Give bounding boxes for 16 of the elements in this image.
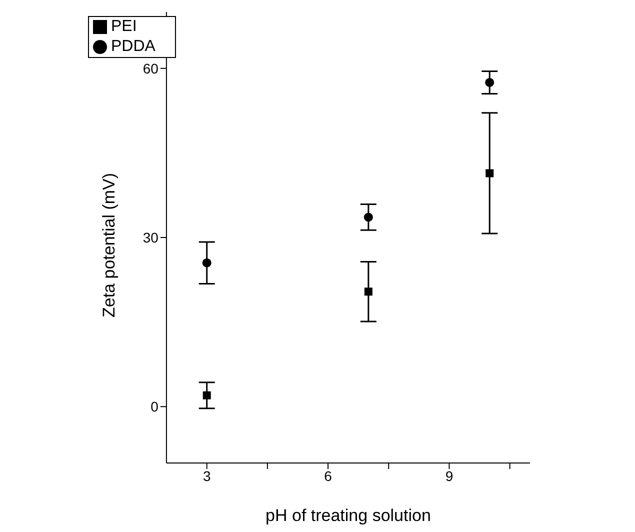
x-tick-label: 3 xyxy=(202,468,211,484)
legend-label: PEI xyxy=(111,18,137,35)
y-tick-label: 60 xyxy=(142,60,159,76)
point xyxy=(364,212,373,222)
y-axis-title: Zeta potential (mV) xyxy=(99,172,118,318)
y-tick-label: 0 xyxy=(150,398,159,415)
x-tick-label: 9 xyxy=(445,468,454,484)
x-axis-title: pH of treating solution xyxy=(266,506,431,525)
point xyxy=(364,288,372,296)
point xyxy=(486,169,494,178)
x-tick-label: 6 xyxy=(324,468,332,484)
point xyxy=(202,391,211,400)
point xyxy=(202,258,212,268)
legend-label: PDDA xyxy=(111,38,156,55)
y-tick-label: 30 xyxy=(142,229,159,246)
point xyxy=(485,78,494,87)
